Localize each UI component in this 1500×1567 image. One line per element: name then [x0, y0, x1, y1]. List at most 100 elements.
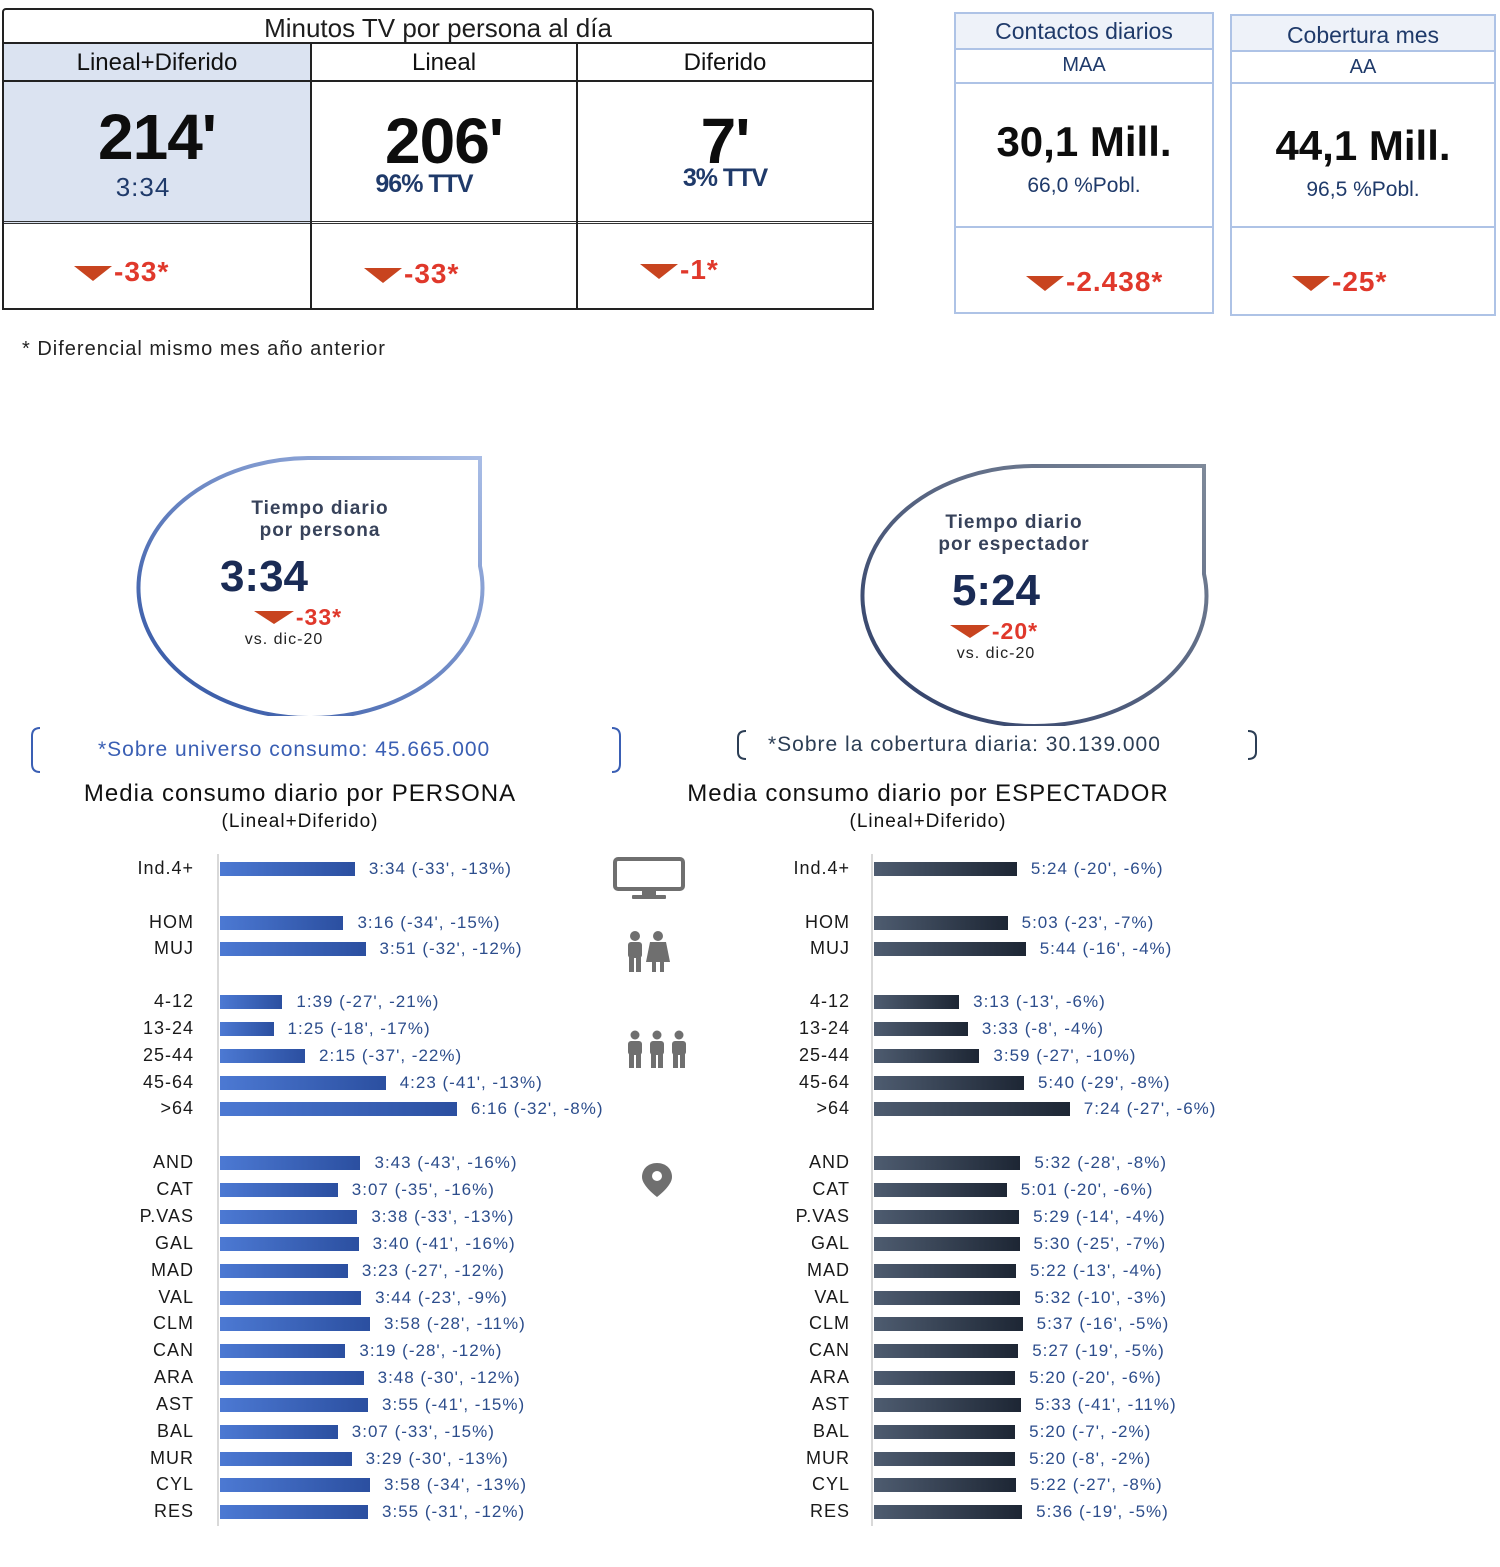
card-divider — [956, 226, 1212, 228]
bar — [220, 1264, 348, 1278]
data-label: 3:44 (-23', -9%) — [375, 1288, 508, 1307]
category-label: MUJ — [154, 938, 194, 958]
bar — [220, 1156, 361, 1170]
chart-subtitle-persona: (Lineal+Diferido) — [221, 811, 379, 832]
delta-value: -2.438* — [1066, 266, 1164, 297]
data-label: 3:58 (-34', -13%) — [383, 1475, 528, 1494]
category-label: CYL — [155, 1474, 194, 1494]
bar — [874, 1371, 1016, 1385]
card-value: 44,1 Mill. — [1275, 122, 1451, 169]
card-divider — [956, 82, 1212, 84]
divider — [310, 44, 312, 310]
category-label: 13-24 — [142, 1018, 194, 1038]
col-header-lineal: Lineal — [312, 44, 576, 82]
category-label: >64 — [816, 1098, 850, 1118]
bar — [874, 1022, 968, 1036]
data-label: 3:48 (-30', -12%) — [377, 1368, 521, 1387]
bar — [220, 1398, 369, 1412]
chart-title-espectador: Media consumo diario por ESPECTADOR — [687, 780, 1169, 807]
delta-group: -2.438* — [1026, 266, 1163, 298]
drop-value: 3:34 — [219, 552, 309, 601]
bar — [874, 1264, 1016, 1278]
down-triangle-icon — [1292, 276, 1330, 292]
data-label: 3:55 (-41', -15%) — [382, 1395, 526, 1414]
card-subtitle: AA — [1349, 56, 1377, 78]
bar — [220, 1102, 457, 1116]
data-label: 5:32 (-10', -3%) — [1034, 1288, 1168, 1307]
category-label: MUR — [150, 1448, 194, 1468]
bar — [220, 1022, 274, 1036]
data-label: 3:58 (-28', -11%) — [383, 1314, 526, 1333]
category-label: 25-44 — [142, 1045, 194, 1065]
bar — [874, 1210, 1020, 1224]
category-label: VAL — [158, 1287, 194, 1307]
tv-minutes-table: Minutos TV por persona al día Lineal+Dif… — [2, 8, 874, 310]
category-label: CAN — [808, 1340, 850, 1360]
data-label: 3:40 (-41', -16%) — [372, 1234, 516, 1253]
category-label: AND — [808, 1152, 850, 1172]
chart-axis — [217, 854, 219, 1526]
card-header-bg — [1232, 16, 1494, 50]
category-label: 4-12 — [809, 991, 850, 1011]
bar — [874, 1291, 1021, 1305]
col-body-lineal: 206' 96% TTV — [312, 82, 576, 224]
sub-value: 3% TTV — [682, 164, 768, 192]
bar — [220, 862, 355, 876]
category-label: 4-12 — [153, 991, 194, 1011]
data-label: 5:33 (-41', -11%) — [1034, 1395, 1177, 1414]
data-label: 5:37 (-16', -5%) — [1036, 1314, 1170, 1333]
bar — [220, 1344, 346, 1358]
drop-persona: Tiempo diario por persona 3:34 -33* vs. … — [160, 498, 480, 649]
bar — [874, 942, 1026, 956]
data-label: 4:23 (-41', -13%) — [399, 1073, 543, 1092]
delta-group: -25* — [1292, 266, 1387, 298]
bar — [874, 1452, 1016, 1466]
data-label: 5:03 (-23', -7%) — [1021, 913, 1155, 932]
data-label: 3:23 (-27', -12%) — [361, 1261, 505, 1280]
bar — [220, 1317, 370, 1331]
bar — [874, 1398, 1021, 1412]
data-label: 5:20 (-20', -6%) — [1029, 1368, 1162, 1387]
delta-value: -33* — [404, 258, 460, 289]
bar — [874, 1478, 1016, 1492]
bar — [220, 1049, 306, 1063]
drop-label-1: Tiempo diario — [945, 512, 1083, 533]
drop-label-2: por persona — [259, 520, 381, 541]
bar — [220, 1452, 352, 1466]
category-label: CAN — [152, 1340, 194, 1360]
data-label: 5:29 (-14', -4%) — [1033, 1207, 1166, 1226]
drop-label-2: por espectador — [938, 534, 1090, 555]
col-foot-lineal-diferido: -33* — [4, 224, 310, 310]
data-label: 3:38 (-33', -13%) — [371, 1207, 515, 1226]
delta-group: -20* — [834, 618, 1154, 645]
delta-group: -33* — [138, 604, 458, 631]
bar — [220, 942, 366, 956]
bar — [220, 1478, 370, 1492]
card-contactos-diarios: Contactos diarios MAA 30,1 Mill. 66,0 %P… — [954, 12, 1214, 314]
category-label: RES — [153, 1501, 194, 1521]
category-label: MUR — [806, 1448, 850, 1468]
bar — [874, 995, 960, 1009]
bar — [220, 1076, 386, 1090]
data-label: 5:36 (-19', -5%) — [1036, 1502, 1169, 1521]
bar — [874, 1317, 1023, 1331]
drop-espectador-shape — [860, 464, 1209, 726]
col-foot-diferido: -1* — [578, 224, 872, 310]
bar — [874, 1344, 1019, 1358]
data-label: 5:01 (-20', -6%) — [1020, 1180, 1154, 1199]
bar — [874, 1183, 1007, 1197]
category-label: 45-64 — [798, 1072, 850, 1092]
bar — [220, 916, 344, 930]
drop-delta: -33* — [295, 604, 343, 630]
data-label: 3:19 (-28', -12%) — [359, 1341, 503, 1360]
data-label: 5:27 (-19', -5%) — [1032, 1341, 1165, 1360]
card-divider — [1232, 82, 1494, 84]
bar — [220, 1291, 362, 1305]
col-body-lineal-diferido: 214' 3:34 — [4, 82, 310, 224]
bracket-espectador — [737, 730, 1257, 760]
data-label: 5:20 (-8', -2%) — [1029, 1449, 1152, 1468]
card-title: Cobertura mes — [1286, 22, 1440, 48]
delta-value: -33* — [114, 256, 170, 287]
card-cobertura-mes: Cobertura mes AA 44,1 Mill. 96,5 %Pobl. … — [1230, 14, 1496, 316]
data-label: 3:34 (-33', -13%) — [368, 859, 512, 878]
